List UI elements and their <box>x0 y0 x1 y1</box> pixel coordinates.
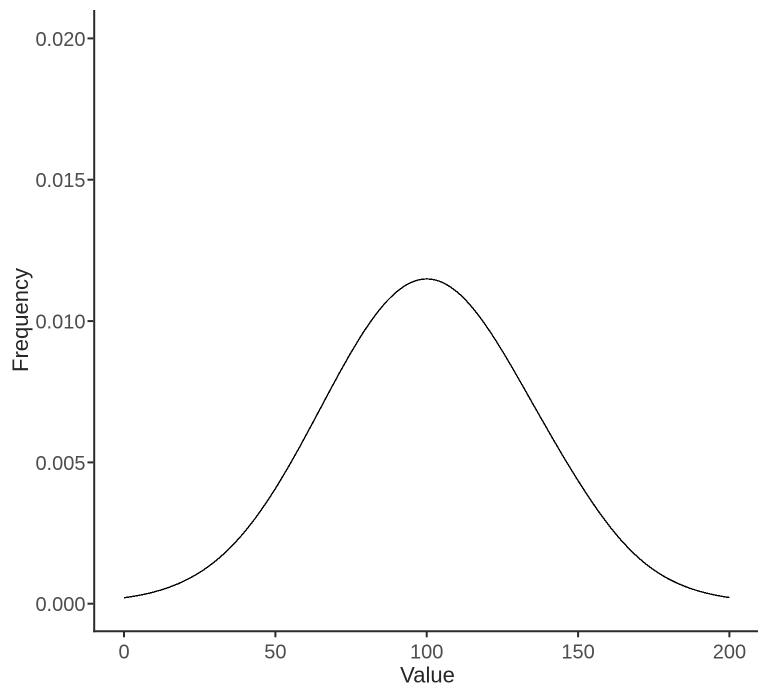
svg-text:0.010: 0.010 <box>35 312 85 334</box>
svg-text:Value: Value <box>400 663 455 688</box>
svg-text:150: 150 <box>561 642 594 664</box>
svg-text:Frequency: Frequency <box>8 268 33 372</box>
svg-text:200: 200 <box>713 642 746 664</box>
svg-text:0.005: 0.005 <box>35 453 85 475</box>
svg-text:0.020: 0.020 <box>35 29 85 51</box>
svg-text:0.015: 0.015 <box>35 170 85 192</box>
svg-text:0.000: 0.000 <box>35 594 85 616</box>
svg-text:100: 100 <box>410 642 443 664</box>
svg-text:0: 0 <box>118 642 129 664</box>
svg-text:50: 50 <box>264 642 286 664</box>
